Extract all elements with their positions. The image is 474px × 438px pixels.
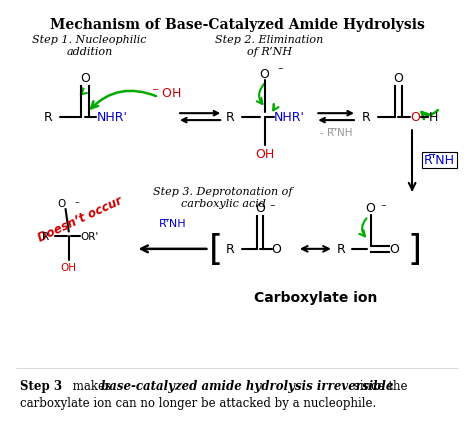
Text: OH: OH (61, 262, 77, 272)
FancyArrowPatch shape (81, 87, 87, 95)
Text: carboxylate ion can no longer be attacked by a nucleophile.: carboxylate ion can no longer be attacke… (20, 396, 377, 409)
Text: base-catalyzed amide hydrolysis irreversible: base-catalyzed amide hydrolysis irrevers… (101, 379, 393, 392)
Text: R: R (226, 111, 235, 124)
Text: H: H (428, 111, 438, 124)
Text: O: O (389, 243, 399, 256)
Text: O: O (366, 202, 375, 215)
Text: R: R (44, 111, 53, 124)
FancyArrowPatch shape (257, 84, 265, 105)
Text: $^-$: $^-$ (268, 202, 277, 212)
FancyArrowPatch shape (359, 219, 366, 237)
Text: O: O (410, 111, 419, 124)
Text: Mechanism of Base-Catalyzed Amide Hydrolysis: Mechanism of Base-Catalyzed Amide Hydrol… (50, 18, 424, 32)
Text: $^-$: $^-$ (276, 66, 284, 76)
Text: O: O (260, 67, 270, 81)
Text: - R'̅NH: - R'̅NH (320, 127, 352, 138)
Text: O: O (272, 243, 282, 256)
Text: R: R (337, 243, 345, 256)
Text: O: O (80, 72, 90, 85)
Text: NHR': NHR' (274, 111, 305, 124)
Text: Step 2. Elimination
of R’NH: Step 2. Elimination of R’NH (215, 35, 323, 57)
Text: $^-$: $^-$ (73, 198, 81, 207)
Text: $^-$OH: $^-$OH (150, 87, 181, 100)
Text: R: R (42, 231, 49, 241)
Text: NHR': NHR' (96, 111, 128, 124)
Text: Doesn’t occur: Doesn’t occur (36, 194, 125, 244)
Text: Step 1. Nucleophilic
addition: Step 1. Nucleophilic addition (32, 35, 147, 57)
Text: since the: since the (350, 379, 408, 392)
FancyArrowPatch shape (91, 92, 156, 109)
Text: R: R (362, 111, 371, 124)
Text: ]: ] (408, 232, 422, 266)
Text: R: R (226, 243, 235, 256)
Text: O: O (58, 198, 66, 208)
Text: OH: OH (255, 148, 274, 161)
Text: Step 3: Step 3 (20, 379, 63, 392)
Text: O: O (255, 202, 265, 215)
Text: Step 3. Deprotonation of
carboxylic acid: Step 3. Deprotonation of carboxylic acid (154, 187, 293, 208)
FancyArrowPatch shape (421, 111, 438, 120)
FancyArrowPatch shape (273, 105, 279, 111)
Text: $^-$: $^-$ (379, 202, 387, 212)
Text: [: [ (210, 232, 223, 266)
Text: makes: makes (69, 379, 115, 392)
Text: OR': OR' (80, 231, 99, 241)
Text: R'̅NH: R'̅NH (159, 218, 186, 228)
Text: R'̅NH: R'̅NH (424, 154, 455, 167)
Text: O: O (393, 72, 403, 85)
Text: Carboxylate ion: Carboxylate ion (254, 290, 377, 304)
